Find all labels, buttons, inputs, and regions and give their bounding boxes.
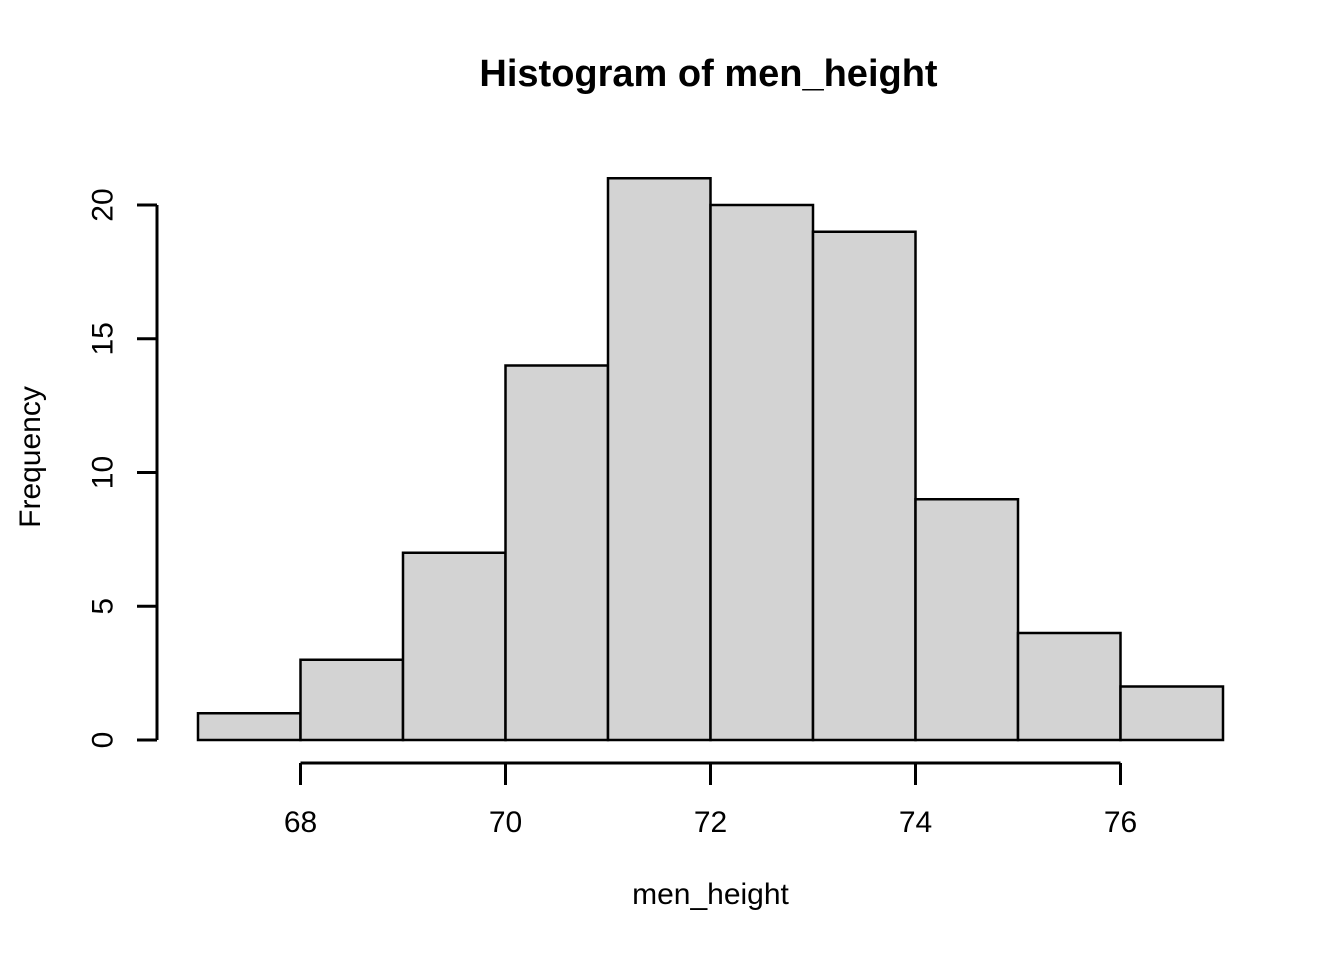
x-tick-label: 74 <box>899 806 932 839</box>
y-tick-label: 15 <box>87 322 120 355</box>
histogram-bar <box>299 658 405 742</box>
y-axis-title: Frequency <box>14 386 47 528</box>
x-tick-label: 68 <box>284 806 317 839</box>
histogram-bar <box>401 551 507 742</box>
histogram-bar <box>196 712 302 742</box>
chart-title: Histogram of men_height <box>479 53 938 95</box>
y-tick-label: 10 <box>87 456 120 489</box>
x-tick-label: 72 <box>694 806 727 839</box>
x-tick-label: 70 <box>489 806 522 839</box>
histogram-bar <box>709 203 815 742</box>
histogram-bar <box>811 230 917 742</box>
y-tick-label: 5 <box>87 598 120 615</box>
histogram-bar <box>504 364 610 742</box>
x-axis-title: men_height <box>632 878 789 911</box>
histogram-bar <box>1119 685 1225 742</box>
y-tick-label: 0 <box>87 732 120 749</box>
histogram-bar <box>914 498 1020 742</box>
histogram-bar <box>606 177 712 742</box>
x-tick-label: 76 <box>1104 806 1137 839</box>
histogram-bar <box>1016 631 1122 742</box>
y-tick-label: 20 <box>87 188 120 221</box>
